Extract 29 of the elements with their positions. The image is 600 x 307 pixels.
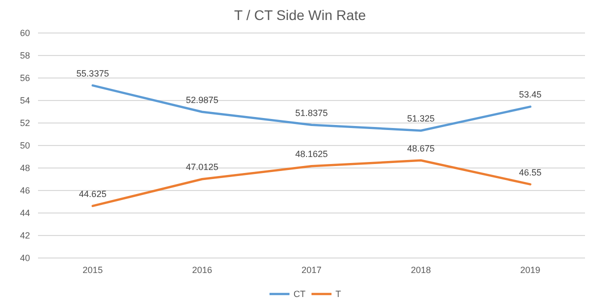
data-label: 47.0125	[186, 162, 218, 172]
x-tick-label: 2017	[301, 265, 322, 275]
y-tick-label: 50	[20, 140, 30, 150]
data-label: 48.675	[407, 143, 435, 154]
data-label: 46.55	[519, 167, 542, 178]
x-tick-label: 2016	[192, 265, 212, 275]
data-label: 53.45	[519, 90, 542, 100]
x-tick-label: 2015	[82, 265, 103, 275]
data-label: 55.3375	[76, 68, 109, 78]
data-label: 51.325	[407, 114, 435, 124]
x-tick-label: 2018	[410, 265, 431, 275]
y-tick-label: 54	[20, 96, 30, 106]
x-tick-label: 2019	[520, 265, 540, 275]
y-tick-label: 60	[20, 28, 30, 38]
y-tick-label: 44	[20, 208, 30, 218]
y-tick-label: 56	[20, 73, 30, 83]
data-label: 44.625	[78, 188, 106, 199]
data-label: 51.8375	[295, 108, 328, 118]
y-tick-label: 48	[20, 163, 30, 173]
y-tick-label: 52	[20, 118, 30, 128]
data-label: 48.1625	[295, 149, 328, 160]
chart-title: T / CT Side Win Rate	[234, 7, 366, 23]
legend-label: T	[336, 289, 342, 299]
y-tick-label: 42	[20, 230, 30, 240]
data-label: 52.9875	[186, 94, 218, 105]
y-tick-label: 46	[20, 186, 30, 196]
y-tick-label: 58	[20, 50, 30, 60]
y-tick-label: 40	[20, 253, 30, 263]
legend-label: CT	[294, 289, 306, 299]
